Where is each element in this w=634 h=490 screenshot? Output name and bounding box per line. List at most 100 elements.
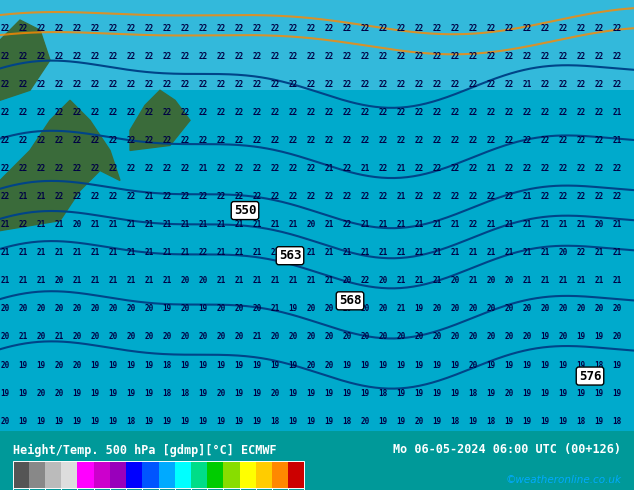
Text: 22: 22 [540, 24, 550, 32]
Text: 22: 22 [469, 80, 477, 89]
Text: 22: 22 [1, 136, 10, 145]
Text: 19: 19 [288, 304, 297, 314]
Text: 22: 22 [415, 136, 424, 145]
Text: 22: 22 [505, 80, 514, 89]
Text: 21: 21 [18, 276, 28, 285]
Text: 22: 22 [162, 164, 172, 173]
Text: 19: 19 [252, 416, 262, 426]
Text: 21: 21 [505, 220, 514, 229]
Text: 22: 22 [595, 24, 604, 32]
Text: 22: 22 [216, 192, 226, 201]
Text: 20: 20 [306, 332, 316, 342]
Text: 22: 22 [378, 24, 387, 32]
Text: 22: 22 [91, 192, 100, 201]
Text: 22: 22 [198, 136, 207, 145]
Text: 21: 21 [612, 220, 621, 229]
Text: 22: 22 [486, 108, 496, 117]
Text: 22: 22 [288, 80, 297, 89]
Text: 18: 18 [181, 389, 190, 397]
Text: 22: 22 [18, 80, 28, 89]
Text: 20: 20 [55, 361, 63, 369]
Text: 22: 22 [55, 51, 63, 61]
Text: 21: 21 [145, 276, 153, 285]
Text: 21: 21 [252, 248, 262, 257]
Text: 20: 20 [360, 304, 370, 314]
Text: 20: 20 [235, 304, 243, 314]
Text: 22: 22 [595, 164, 604, 173]
Polygon shape [0, 100, 120, 231]
Text: 22: 22 [522, 108, 532, 117]
Text: 20: 20 [108, 304, 118, 314]
Text: 19: 19 [181, 361, 190, 369]
Text: 22: 22 [378, 164, 387, 173]
Text: 19: 19 [145, 389, 153, 397]
Text: 19: 19 [325, 416, 333, 426]
Text: 22: 22 [559, 108, 567, 117]
Text: 22: 22 [126, 164, 136, 173]
Text: 19: 19 [469, 416, 477, 426]
Text: 21: 21 [288, 276, 297, 285]
Text: 21: 21 [252, 332, 262, 342]
Text: 21: 21 [360, 164, 370, 173]
Text: 22: 22 [55, 108, 63, 117]
Text: 19: 19 [91, 361, 100, 369]
Text: 20: 20 [486, 276, 496, 285]
Text: 22: 22 [486, 24, 496, 32]
Text: 21: 21 [91, 248, 100, 257]
Text: 20: 20 [181, 276, 190, 285]
Text: 22: 22 [342, 80, 352, 89]
Text: 22: 22 [181, 164, 190, 173]
Text: 19: 19 [145, 361, 153, 369]
Text: 22: 22 [1, 164, 10, 173]
Text: 21: 21 [216, 248, 226, 257]
Text: 19: 19 [181, 416, 190, 426]
Text: 22: 22 [216, 80, 226, 89]
Text: 20: 20 [216, 389, 226, 397]
Text: 21: 21 [469, 276, 477, 285]
Text: 20: 20 [216, 332, 226, 342]
Text: 19: 19 [72, 416, 82, 426]
Text: 22: 22 [486, 51, 496, 61]
Text: 22: 22 [1, 80, 10, 89]
Text: 22: 22 [55, 24, 63, 32]
Text: 21: 21 [612, 276, 621, 285]
Text: 22: 22 [181, 80, 190, 89]
Text: 22: 22 [342, 51, 352, 61]
Text: 21: 21 [559, 276, 567, 285]
Text: 22: 22 [360, 24, 370, 32]
Text: 19: 19 [576, 389, 586, 397]
Text: 19: 19 [450, 389, 460, 397]
Text: 20: 20 [450, 276, 460, 285]
Text: 19: 19 [486, 361, 496, 369]
Text: 22: 22 [360, 80, 370, 89]
Text: 22: 22 [469, 164, 477, 173]
Text: 21: 21 [91, 220, 100, 229]
Text: 22: 22 [108, 24, 118, 32]
Text: 21: 21 [252, 276, 262, 285]
Text: 19: 19 [360, 389, 370, 397]
Text: 21: 21 [216, 276, 226, 285]
Text: 18: 18 [469, 389, 477, 397]
Text: 22: 22 [486, 136, 496, 145]
Text: 21: 21 [1, 248, 10, 257]
Text: 22: 22 [378, 51, 387, 61]
Text: 19: 19 [396, 389, 406, 397]
Text: 22: 22 [198, 24, 207, 32]
Text: 22: 22 [378, 192, 387, 201]
Text: 22: 22 [181, 24, 190, 32]
Text: 18: 18 [486, 416, 496, 426]
Text: 22: 22 [288, 192, 297, 201]
Text: 22: 22 [378, 136, 387, 145]
Text: 21: 21 [18, 192, 28, 201]
Text: 21: 21 [432, 220, 442, 229]
Text: 22: 22 [72, 164, 82, 173]
Text: 19: 19 [1, 389, 10, 397]
Text: 20: 20 [576, 304, 586, 314]
Text: 21: 21 [270, 220, 280, 229]
Text: 19: 19 [288, 361, 297, 369]
Text: 21: 21 [288, 220, 297, 229]
Text: 22: 22 [1, 24, 10, 32]
Text: 19: 19 [415, 304, 424, 314]
Text: 22: 22 [108, 51, 118, 61]
Text: 20: 20 [108, 332, 118, 342]
